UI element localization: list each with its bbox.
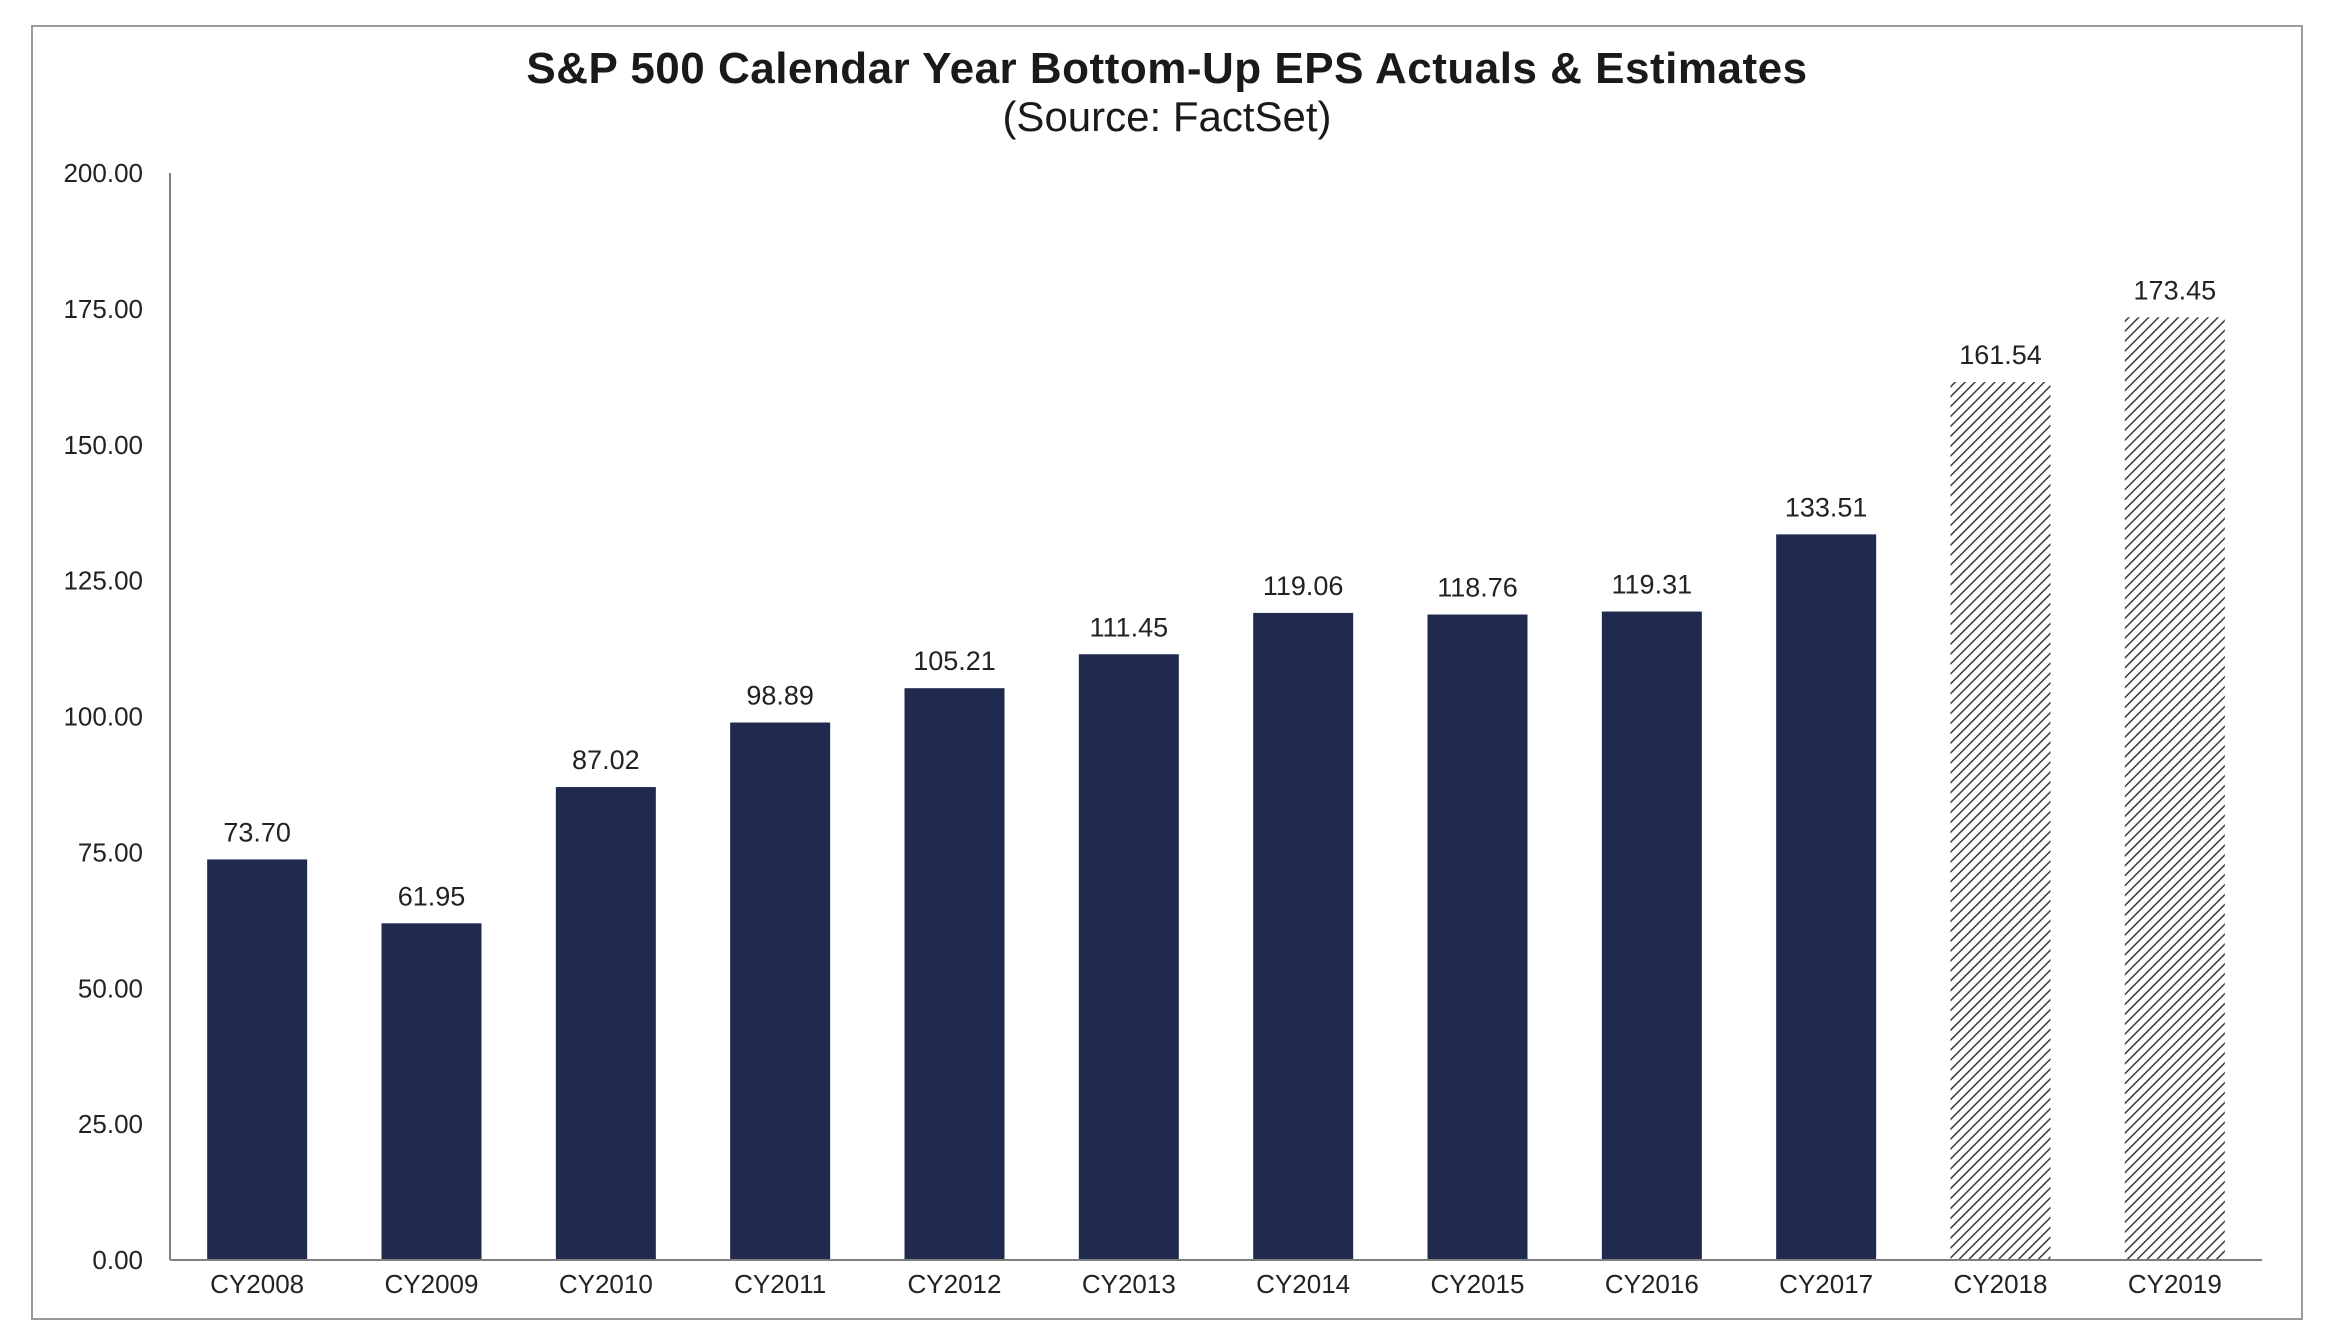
- bar-value-label: 118.76: [1437, 573, 1518, 603]
- bar-estimate: [2124, 317, 2225, 1260]
- bar-actual: [207, 859, 308, 1260]
- x-tick-label: CY2018: [1954, 1269, 2048, 1299]
- bar-actual: [555, 787, 656, 1260]
- y-axis: 0.00 25.00 50.00 75.00 100.00 125.00 150.00 175…: [63, 158, 171, 1275]
- bar-actual: [904, 688, 1005, 1260]
- bar-value-label: 161.54: [1959, 340, 2042, 370]
- bar-actual: [381, 923, 482, 1260]
- x-tick-label: CY2009: [385, 1269, 479, 1299]
- bar-value-label: 133.51: [1785, 492, 1868, 522]
- bar-value-label: 173.45: [2134, 275, 2217, 305]
- chart-subtitle: (Source: FactSet): [1002, 93, 1332, 140]
- bar-actual: [1078, 654, 1179, 1260]
- y-tick-label: 175.00: [63, 294, 143, 324]
- x-tick-label: CY2008: [210, 1269, 304, 1299]
- bar-value-label: 61.95: [398, 881, 466, 911]
- x-tick-label: CY2011: [734, 1269, 826, 1299]
- x-tick-label: CY2010: [559, 1269, 653, 1299]
- x-tick-label: CY2015: [1431, 1269, 1525, 1299]
- bar-value-label: 73.70: [223, 817, 291, 847]
- bar-estimate: [1950, 382, 2051, 1260]
- x-tick-label: CY2017: [1779, 1269, 1873, 1299]
- bar-value-label: 111.45: [1090, 612, 1169, 642]
- bar-value-label: 98.89: [746, 681, 814, 711]
- bar-actual: [730, 722, 831, 1260]
- bar-actual: [1601, 611, 1702, 1260]
- x-tick-label: CY2014: [1256, 1269, 1350, 1299]
- y-tick-label: 100.00: [63, 702, 143, 732]
- bar-actual: [1776, 534, 1877, 1260]
- y-tick-label: 125.00: [63, 566, 143, 596]
- y-tick-label: 200.00: [63, 158, 143, 188]
- bar-value-label: 119.06: [1263, 571, 1344, 601]
- y-tick-label: 25.00: [78, 1109, 143, 1139]
- bar-value-label: 105.21: [913, 646, 996, 676]
- y-tick-label: 0.00: [92, 1245, 143, 1275]
- chart-title: S&P 500 Calendar Year Bottom-Up EPS Actu…: [526, 44, 1808, 93]
- y-tick-label: 50.00: [78, 973, 143, 1003]
- bars: 73.70 61.95 87.02 98.89 105.21 111.45 119.06 11…: [207, 275, 2225, 1260]
- x-tick-label: CY2016: [1605, 1269, 1699, 1299]
- bar-value-label: 119.31: [1612, 570, 1693, 600]
- x-axis: CY2008 CY2009 CY2010 CY2011 CY2012 CY2013 CY20…: [170, 1259, 2262, 1299]
- y-tick-label: 150.00: [63, 430, 143, 460]
- bar-actual: [1253, 612, 1354, 1260]
- bar-actual: [1427, 614, 1528, 1260]
- x-tick-label: CY2012: [908, 1269, 1002, 1299]
- y-tick-label: 75.00: [78, 837, 143, 867]
- bar-value-label: 87.02: [572, 745, 640, 775]
- x-tick-label: CY2013: [1082, 1269, 1176, 1299]
- x-tick-label: CY2019: [2128, 1269, 2222, 1299]
